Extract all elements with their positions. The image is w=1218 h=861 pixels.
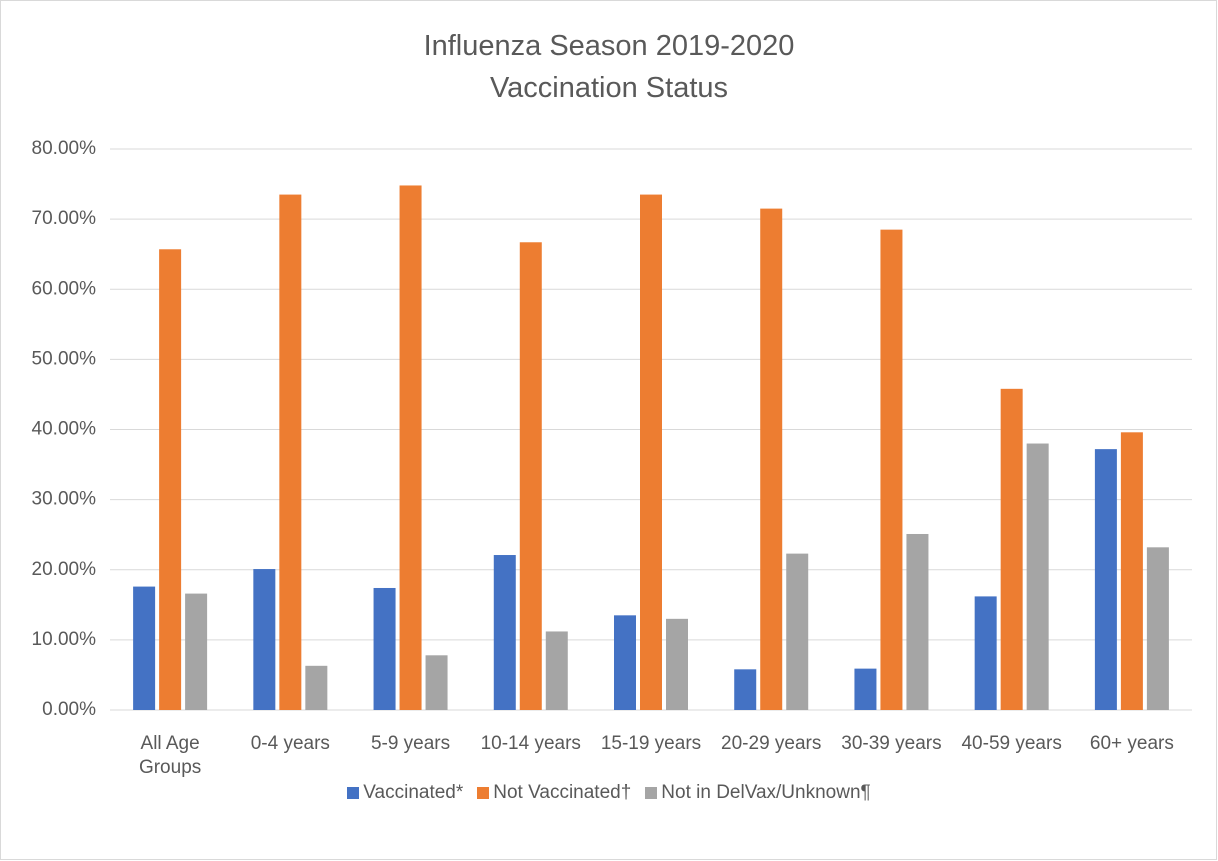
x-tick-label: 60+ years	[1089, 733, 1174, 754]
bar	[253, 569, 276, 710]
bar	[399, 185, 422, 711]
x-tick-label: 40-59 years	[961, 733, 1062, 754]
x-tick-label: 0-4 years	[250, 733, 330, 754]
bar	[666, 618, 688, 710]
legend-label: Not in DelVax/Unknown¶	[661, 782, 871, 803]
y-tick-label: 30.00%	[32, 489, 97, 510]
bar	[373, 587, 396, 710]
bar	[1026, 443, 1049, 710]
legend-item: Not Vaccinated†	[477, 782, 631, 804]
legend-item: Not in DelVax/Unknown¶	[645, 782, 871, 804]
bar	[734, 669, 757, 710]
legend-swatch	[347, 787, 360, 799]
bar	[185, 593, 208, 710]
x-tick-label: 20-29 years	[721, 733, 822, 754]
legend-label: Vaccinated*	[363, 782, 464, 803]
x-tick-label: 5-9 years	[370, 733, 451, 754]
bar	[614, 615, 636, 710]
bar	[906, 533, 929, 710]
bar	[974, 596, 997, 710]
bar	[1146, 547, 1169, 710]
bar	[760, 208, 783, 710]
x-tick-label: All Age Groups	[138, 733, 202, 778]
bar	[305, 665, 328, 710]
y-tick-label: 10.00%	[32, 629, 97, 650]
bar	[133, 586, 156, 710]
x-tick-label: 10-14 years	[480, 733, 581, 754]
y-tick-label: 40.00%	[32, 419, 97, 440]
bar	[519, 242, 542, 711]
bar	[1120, 432, 1143, 710]
bar	[545, 631, 568, 710]
bar	[854, 668, 877, 710]
legend-swatch	[477, 787, 490, 799]
legend-label: Not Vaccinated†	[493, 782, 632, 803]
bar	[493, 555, 516, 710]
x-tick-label: 15-19 years	[600, 733, 702, 754]
bar	[425, 655, 448, 710]
y-tick-label: 50.00%	[32, 348, 97, 369]
y-tick-label: 20.00%	[32, 559, 97, 580]
bar	[279, 194, 302, 711]
bar	[786, 553, 809, 710]
bar	[1094, 449, 1117, 710]
bar	[1000, 388, 1023, 710]
chart-title: Influenza Season 2019-2020	[423, 30, 795, 62]
bar	[880, 229, 903, 711]
x-tick-label: 30-39 years	[841, 733, 942, 754]
y-tick-label: 60.00%	[32, 278, 97, 299]
y-tick-label: 0.00%	[42, 699, 96, 720]
bar	[640, 194, 662, 711]
y-tick-label: 80.00%	[32, 138, 97, 159]
legend-item: Vaccinated*	[347, 782, 463, 804]
bar	[159, 249, 182, 710]
legend: Vaccinated* Not Vaccinated† Not in DelVax/…	[0, 782, 1218, 804]
chart-subtitle: Vaccination Status	[489, 72, 729, 104]
legend-swatch	[645, 787, 658, 799]
y-tick-label: 70.00%	[32, 208, 97, 229]
